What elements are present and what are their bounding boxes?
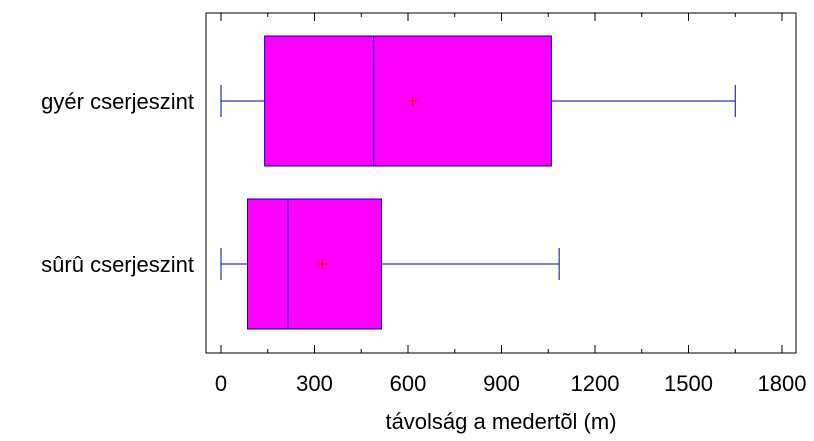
category-label-2: sûrû cserjeszint xyxy=(41,252,194,277)
mean-marker xyxy=(317,259,328,269)
x-tick-label-1200: 1200 xyxy=(571,371,620,396)
x-axis-title: távolság a medertõl (m) xyxy=(385,409,616,434)
box-2 xyxy=(220,198,560,330)
x-tick-label-1500: 1500 xyxy=(664,371,713,396)
category-labels: gyér cserjeszint sûrû cserjeszint xyxy=(41,89,194,277)
x-tick-label-300: 300 xyxy=(296,371,333,396)
category-label-1: gyér cserjeszint xyxy=(41,89,194,114)
boxes-group xyxy=(220,35,736,330)
iqr-box xyxy=(246,198,383,330)
x-tick-label-600: 600 xyxy=(390,371,427,396)
x-tick-label-900: 900 xyxy=(483,371,520,396)
x-tick-label-0: 0 xyxy=(215,371,227,396)
x-tick-label-1800: 1800 xyxy=(758,371,807,396)
mean-marker xyxy=(407,96,418,106)
box-1 xyxy=(220,35,736,167)
x-axis: 0 300 600 900 1200 1500 1800 xyxy=(215,13,807,396)
